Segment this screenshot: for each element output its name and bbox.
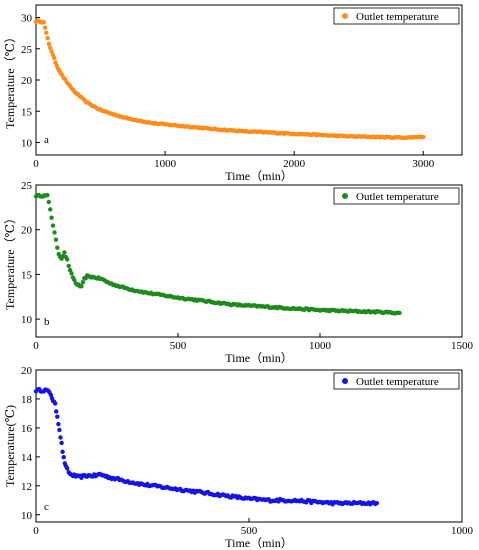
data-point <box>56 421 61 427</box>
legend-marker <box>342 13 348 19</box>
data-point <box>48 45 53 50</box>
data-point <box>50 223 56 228</box>
data-point <box>45 35 50 41</box>
legend-label: Outlet temperature <box>356 191 439 203</box>
data-point <box>374 501 379 506</box>
chart-panel-a: 0 1000 2000 3000 10 15 20 25 30 Time（min） Temperat… <box>3 4 463 183</box>
data-point <box>49 215 54 220</box>
y-tick-label: 10 <box>21 138 33 150</box>
panel-letter: c <box>44 501 49 513</box>
data-point <box>53 401 58 406</box>
data-point <box>55 245 60 250</box>
series-b <box>33 192 402 316</box>
x-tick-label: 500 <box>241 525 258 537</box>
legend-box <box>333 372 460 390</box>
plot-frame <box>35 184 463 338</box>
data-point <box>57 427 62 433</box>
legend-marker <box>342 193 348 199</box>
data-point <box>48 392 54 398</box>
x-axis-title: Time（min） <box>225 351 293 365</box>
data-point <box>80 280 86 285</box>
y-tick-label: 14 <box>21 452 33 464</box>
data-point <box>46 41 52 47</box>
data-point <box>66 263 71 269</box>
y-axis-title: Temperature（℃） <box>3 31 17 129</box>
x-tick-label: 1000 <box>309 340 332 352</box>
data-point <box>62 250 67 255</box>
panel-letter: a <box>44 134 49 146</box>
data-point <box>55 414 60 419</box>
y-tick-label: 20 <box>21 225 33 237</box>
data-point <box>421 134 426 140</box>
data-point <box>61 455 66 460</box>
y-tick-label: 25 <box>21 44 33 56</box>
data-point <box>59 440 64 446</box>
y-tick-label: 20 <box>21 75 33 87</box>
chart-panel-b: 0 500 1000 1500 10 15 20 25 Time（min） Temperature… <box>3 180 474 365</box>
x-tick-label: 3000 <box>412 158 435 170</box>
x-tick-label: 0 <box>33 158 39 170</box>
chart-panel-c: 0 500 1000 10 12 14 16 18 20 Time（min） Temperature… <box>3 365 474 550</box>
y-tick-label: 15 <box>21 106 33 118</box>
legend-label: Outlet temperature <box>356 376 439 388</box>
y-tick-label: 16 <box>21 423 33 435</box>
data-point <box>53 60 58 65</box>
x-tick-label: 500 <box>170 340 187 352</box>
x-axis-title: Time（min） <box>225 536 293 550</box>
legend-label: Outlet temperature <box>356 11 439 23</box>
panel-letter: b <box>44 316 50 328</box>
y-tick-label: 25 <box>21 180 33 192</box>
data-point <box>397 310 402 316</box>
y-tick-label: 30 <box>21 13 33 25</box>
x-tick-label: 0 <box>33 525 39 537</box>
data-point <box>65 257 70 262</box>
data-point <box>45 192 50 198</box>
data-point <box>53 237 59 242</box>
data-point <box>65 466 70 471</box>
x-tick-label: 1000 <box>451 525 474 537</box>
x-tick-label: 2000 <box>283 158 306 170</box>
data-point <box>48 207 53 212</box>
data-point <box>46 199 51 205</box>
data-point <box>54 409 59 414</box>
data-point <box>51 55 57 61</box>
x-axis-title: Time（min） <box>225 169 293 183</box>
data-point <box>50 52 55 57</box>
data-point <box>42 25 48 30</box>
y-tick-label: 10 <box>21 314 33 326</box>
data-point <box>69 271 74 276</box>
data-point <box>44 30 49 35</box>
data-point <box>72 277 77 283</box>
y-axis-title: Temperature（℃） <box>3 212 17 310</box>
y-tick-label: 10 <box>21 510 33 522</box>
y-axis-title: Temperature(℃) <box>3 405 17 487</box>
data-point <box>41 20 46 25</box>
series-c <box>33 386 379 507</box>
data-point <box>58 435 63 440</box>
x-tick-label: 1500 <box>451 340 474 352</box>
x-tick-label: 1000 <box>154 158 177 170</box>
y-tick-label: 15 <box>21 269 33 281</box>
legend-box <box>333 187 460 205</box>
legend-box <box>333 7 460 25</box>
y-tick-label: 18 <box>21 394 33 406</box>
data-point <box>60 449 65 454</box>
data-point <box>52 230 57 235</box>
x-tick-label: 0 <box>33 340 39 352</box>
y-tick-label: 12 <box>21 481 32 493</box>
series-a <box>33 18 426 141</box>
data-point <box>79 284 84 289</box>
y-tick-label: 20 <box>21 365 33 377</box>
legend-marker <box>342 378 348 384</box>
